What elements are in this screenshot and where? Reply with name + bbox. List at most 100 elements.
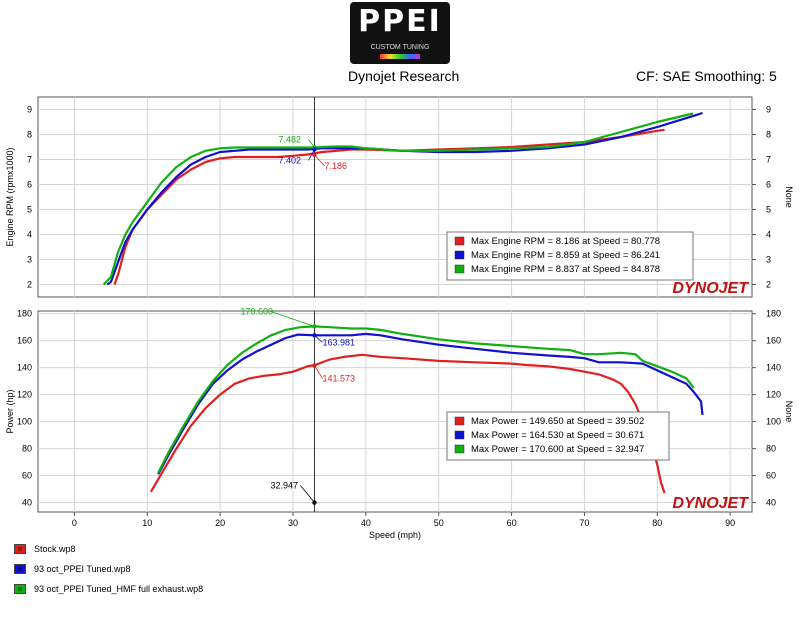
x-axis-label: Speed (mph) — [369, 530, 421, 540]
y-tick-label-left: 9 — [27, 105, 32, 115]
annotation-label: 170.600 — [240, 306, 273, 316]
legend-item: 93 oct_PPEI Tuned.wp8 — [14, 562, 131, 576]
y-tick-label-right: 6 — [766, 180, 771, 190]
x-tick-label: 90 — [725, 518, 735, 528]
logo-color-bar — [380, 54, 420, 59]
logo-text: PPEI — [358, 4, 442, 39]
rpm-panel: 2 2 3 3 4 4 5 5 6 6 7 7 8 8 9 9 Engine RPM (rpmx1000) Non… — [5, 96, 794, 298]
info-row-text: Max Power = 170.600 at Speed = 32.947 — [471, 444, 644, 455]
y-tick-label-right: 160 — [766, 336, 781, 346]
y-tick-label-right: 5 — [766, 205, 771, 215]
legend-label: 93 oct_PPEI Tuned_HMF full exhaust.wp8 — [34, 584, 204, 594]
y-tick-label-right: 2 — [766, 280, 771, 290]
series-line-2 — [106, 111, 703, 286]
y-tick-label-right: 40 — [766, 498, 776, 508]
annotation-leader — [300, 485, 315, 503]
info-swatch — [454, 416, 465, 426]
y-tick-label-left: 160 — [17, 336, 32, 346]
y-tick-label-left: 7 — [27, 155, 32, 165]
annotation-label: 7.402 — [278, 155, 301, 165]
y-tick-label-left: 60 — [22, 471, 32, 481]
y-tick-label-left: 4 — [27, 230, 32, 240]
legend-swatch — [14, 544, 26, 554]
ppei-logo: PPEI CUSTOM TUNING — [350, 2, 450, 64]
legend-item: Stock.wp8 — [14, 542, 76, 556]
x-tick-label: 50 — [434, 518, 444, 528]
legend-label: 93 oct_PPEI Tuned.wp8 — [34, 564, 131, 574]
annotation-marker — [312, 500, 317, 505]
y-tick-label-left: 140 — [17, 363, 32, 373]
annotation-label: 7.186 — [324, 161, 347, 171]
y-tick-label-left: 5 — [27, 205, 32, 215]
header-title: Dynojet Research — [348, 68, 460, 84]
dynojet-watermark: DYNOJET — [672, 280, 749, 297]
annotation-label: 141.573 — [322, 374, 355, 384]
series-line-1 — [149, 353, 666, 494]
dynojet-watermark: DYNOJET — [672, 495, 749, 512]
info-row-text: Max Engine RPM = 8.186 at Speed = 80.778 — [471, 236, 660, 247]
annotation-marker — [312, 324, 317, 329]
y-axis-label: Power (hp) — [5, 389, 15, 433]
x-tick-label: 20 — [215, 518, 225, 528]
y-tick-label-left: 8 — [27, 130, 32, 140]
info-swatch — [454, 250, 465, 260]
y-tick-label-right: 120 — [766, 390, 781, 400]
annotation-leader — [270, 310, 315, 327]
y-axis-label-right: None — [784, 401, 794, 423]
y-tick-label-right: 100 — [766, 417, 781, 427]
info-row-text: Max Power = 149.650 at Speed = 39.502 — [471, 416, 644, 427]
info-swatch — [454, 264, 465, 274]
y-tick-label-right: 60 — [766, 471, 776, 481]
y-tick-label-right: 80 — [766, 444, 776, 454]
max-info-box — [446, 231, 694, 281]
info-row-text: Max Engine RPM = 8.859 at Speed = 86.241 — [471, 250, 660, 261]
legend-swatch — [14, 584, 26, 594]
annotation-marker — [312, 147, 317, 152]
y-tick-label-left: 180 — [17, 309, 32, 319]
legend-swatch — [14, 564, 26, 574]
y-tick-label-left: 80 — [22, 444, 32, 454]
x-tick-label: 40 — [361, 518, 371, 528]
annotation-label: 32.947 — [270, 481, 298, 491]
info-row-text: Max Engine RPM = 8.837 at Speed = 84.878 — [471, 264, 660, 275]
info-row-text: Max Power = 164.530 at Speed = 30.671 — [471, 430, 644, 441]
legend-label: Stock.wp8 — [34, 544, 76, 554]
y-tick-label-right: 4 — [766, 230, 771, 240]
series-line-2 — [157, 332, 704, 475]
y-tick-label-right: 9 — [766, 105, 771, 115]
info-swatch — [454, 430, 465, 440]
annotation-leader — [314, 154, 325, 167]
y-tick-label-left: 40 — [22, 498, 32, 508]
info-swatch — [454, 236, 465, 246]
y-tick-label-left: 3 — [27, 255, 32, 265]
annotation-marker — [312, 363, 317, 368]
y-tick-label-right: 7 — [766, 155, 771, 165]
annotation-marker — [312, 152, 317, 158]
y-tick-label-right: 8 — [766, 130, 771, 140]
y-tick-label-left: 100 — [17, 417, 32, 427]
annotation-marker — [312, 333, 317, 338]
annotation-label: 163.981 — [322, 337, 355, 347]
series-line-3 — [157, 325, 695, 474]
x-tick-label: 60 — [507, 518, 517, 528]
y-tick-label-right: 140 — [766, 363, 781, 373]
x-tick-label: 0 — [72, 518, 77, 528]
header-settings: CF: SAE Smoothing: 5 — [636, 68, 777, 84]
x-tick-label: 70 — [579, 518, 589, 528]
logo-subtext: CUSTOM TUNING — [370, 44, 430, 51]
x-tick-label: 30 — [288, 518, 298, 528]
legend-item: 93 oct_PPEI Tuned_HMF full exhaust.wp8 — [14, 582, 203, 596]
annotation-label: 7.482 — [278, 134, 301, 144]
series-line-3 — [102, 112, 694, 286]
y-axis-label-right: None — [784, 186, 794, 208]
y-tick-label-left: 120 — [17, 390, 32, 400]
y-axis-label: Engine RPM (rpmx1000) — [5, 147, 15, 246]
max-info-box — [446, 411, 670, 461]
y-tick-label-left: 2 — [27, 280, 32, 290]
x-tick-label: 10 — [142, 518, 152, 528]
y-tick-label-right: 180 — [766, 309, 781, 319]
y-tick-label-left: 6 — [27, 180, 32, 190]
